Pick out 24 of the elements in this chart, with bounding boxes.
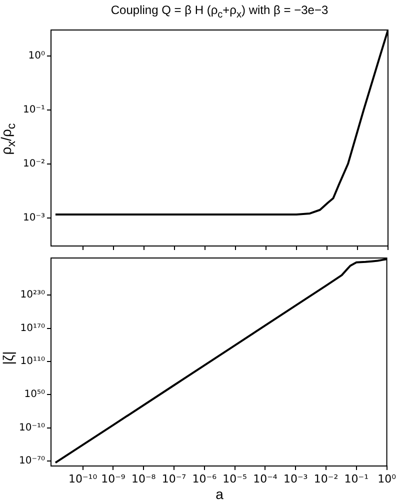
- x-tick-label: 10⁻⁶: [192, 472, 218, 486]
- x-axis-title: a: [214, 486, 224, 502]
- y-tick-label: 10⁵⁰: [24, 389, 45, 400]
- x-tick-label: 10⁻³: [283, 472, 308, 486]
- x-tick-label: 10⁻⁹: [101, 472, 126, 486]
- y-tick-label: 10⁰: [28, 50, 45, 62]
- x-tick-label: 10⁻⁸: [131, 472, 156, 486]
- x-tick-label: 10⁻⁴: [253, 472, 278, 486]
- x-tick-label: 10⁰: [378, 472, 397, 486]
- x-tick-label: 10⁻⁷: [162, 472, 186, 486]
- x-tick-label: 10⁻⁵: [222, 472, 247, 486]
- y-tick-label: 10¹¹⁰: [20, 356, 45, 368]
- y-tick-label: 10¹⁷⁰: [20, 322, 45, 334]
- x-tick-label: 10⁻¹⁰: [68, 472, 98, 486]
- y-tick-label: 10⁻³: [22, 212, 45, 224]
- y-tick-label: 10⁻¹: [22, 104, 45, 116]
- x-tick-label: 10⁻¹: [344, 472, 369, 486]
- y-tick-label: 10²³⁰: [20, 290, 45, 301]
- y-axis-title: |ζ|: [0, 351, 16, 365]
- x-tick-label: 10⁻²: [314, 472, 338, 486]
- y-tick-label: 10⁻²: [22, 158, 45, 170]
- y-tick-label: 10⁻⁷⁰: [18, 456, 45, 467]
- chart-title: Coupling Q = β H (ρ$_{c}$+ρ$_{x}$) with β = −3e−3: [110, 3, 330, 20]
- y-tick-label: 10⁻¹⁰: [18, 422, 45, 434]
